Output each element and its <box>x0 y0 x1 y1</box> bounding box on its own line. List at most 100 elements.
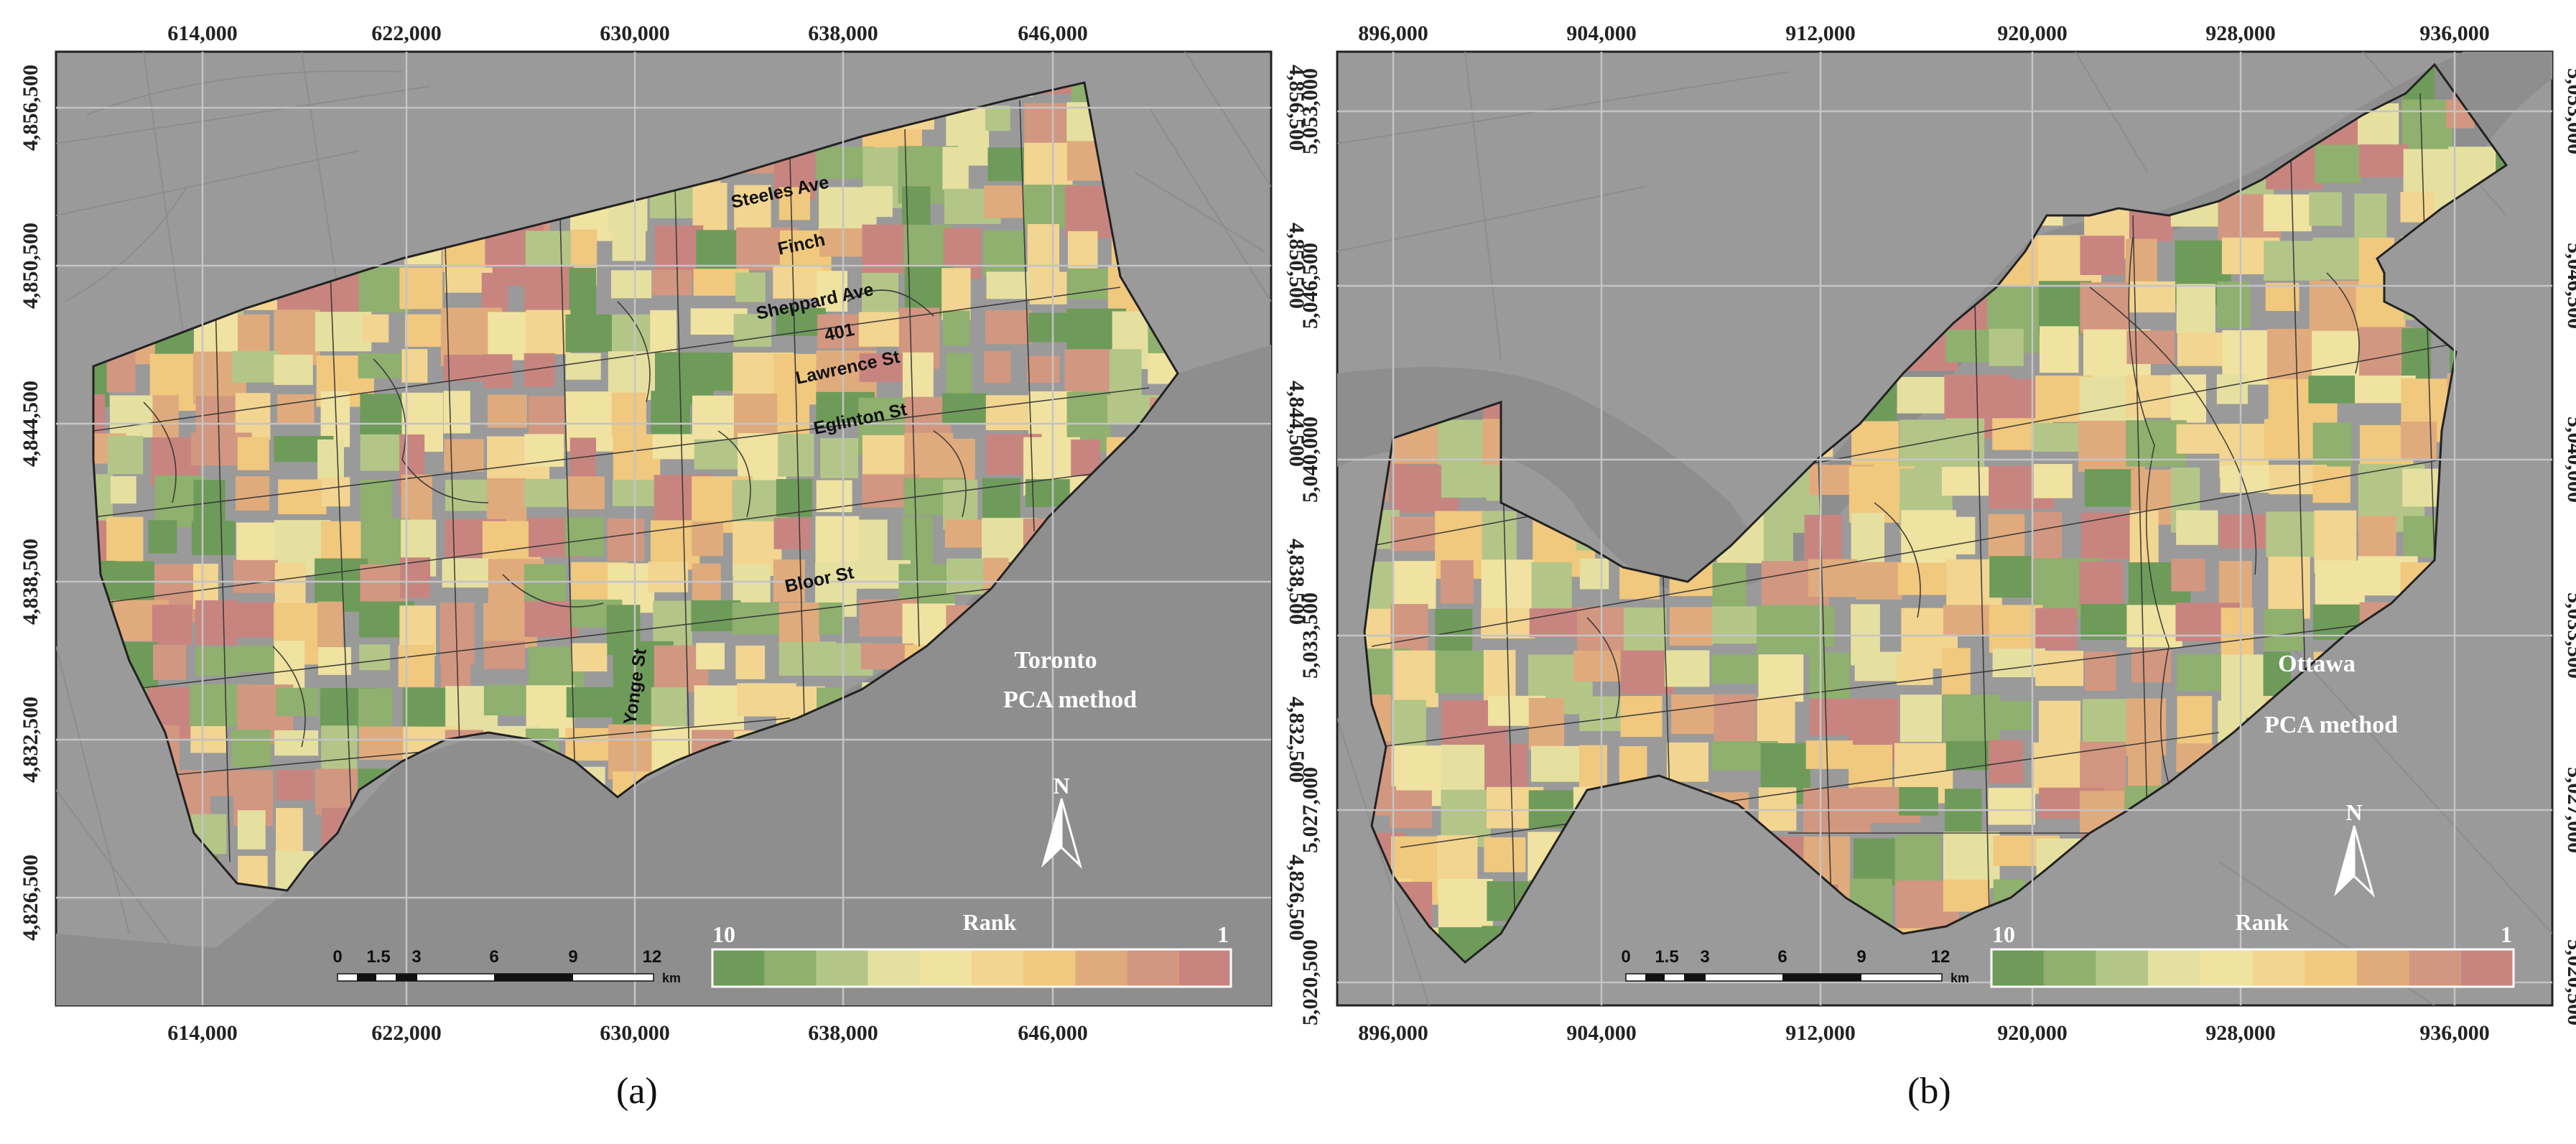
toronto-scale-label: 0 <box>333 947 342 967</box>
census-tract <box>902 352 934 406</box>
census-tract <box>2080 236 2125 275</box>
census-tract <box>1988 788 2035 825</box>
legend-swatch <box>919 949 972 987</box>
toronto-method-label: PCA method <box>1003 687 1137 713</box>
legend-swatch <box>2356 949 2410 987</box>
census-tract <box>651 687 687 732</box>
census-tract <box>148 520 177 554</box>
toronto-y-tick-left: 4,856,500 <box>19 65 42 151</box>
ottawa-scale-bar: 0 1.5 3 6 9 12 km <box>1621 947 1969 985</box>
census-tract <box>2035 608 2078 650</box>
census-tract <box>773 517 811 549</box>
toronto-x-tick-bottom: 638,000 <box>808 1021 878 1045</box>
census-tract <box>942 310 970 346</box>
census-tract <box>1579 558 1609 590</box>
ottawa-city-outline <box>1363 62 2508 964</box>
census-tract <box>1989 740 2024 783</box>
census-tract <box>1393 561 1436 609</box>
toronto-y-tick-left: 4,844,500 <box>19 381 42 467</box>
census-tract <box>773 559 805 603</box>
census-tract <box>735 645 766 679</box>
legend-swatch <box>816 949 869 987</box>
ottawa-legend-high: 10 <box>1992 921 2015 947</box>
ottawa-x-tick-top: 904,000 <box>1566 22 1637 45</box>
panel-ottawa: 896,000 904,000 912,000 920,000 928,000 … <box>1285 0 2576 1144</box>
ottawa-scale-label: 12 <box>1931 947 1950 967</box>
census-tract <box>360 564 408 605</box>
ottawa-scale-unit: km <box>1950 971 1969 985</box>
census-tract <box>2170 374 2206 423</box>
toronto-legend-high: 10 <box>712 921 735 947</box>
census-tract <box>2358 144 2408 177</box>
census-tract <box>236 476 270 511</box>
census-tract <box>2126 330 2175 364</box>
census-tract <box>696 643 725 670</box>
census-tract <box>691 353 735 391</box>
census-tract <box>276 394 315 424</box>
census-tract <box>2176 284 2215 334</box>
legend-swatch <box>1023 949 1076 987</box>
census-tract <box>982 478 1020 524</box>
census-tract <box>692 521 723 557</box>
census-tract <box>1441 560 1474 604</box>
census-tract <box>317 439 344 481</box>
census-tract <box>1028 312 1067 343</box>
census-tract <box>1023 142 1073 185</box>
toronto-y-tick-right: 4,826,500 <box>1285 855 1308 941</box>
census-tract <box>985 310 1033 345</box>
census-tract <box>862 272 898 313</box>
census-tract <box>2084 469 2134 507</box>
legend-swatch <box>972 949 1024 987</box>
census-tract <box>1530 745 1587 782</box>
toronto-x-tick-bottom: 614,000 <box>167 1021 238 1045</box>
ottawa-y-tick-right: 5,027,000 <box>2563 767 2576 853</box>
legend-swatch <box>2096 949 2149 987</box>
census-tract <box>733 314 772 347</box>
toronto-x-tick-top: 646,000 <box>1018 22 1088 45</box>
census-tract <box>1809 698 1854 736</box>
census-tract <box>778 187 811 220</box>
census-tract <box>1945 740 1989 771</box>
ottawa-x-tick-top: 936,000 <box>2419 22 2490 45</box>
toronto-legend: Rank 10 1 <box>711 909 1232 988</box>
census-tract <box>1483 650 1516 701</box>
toronto-north-letter: N <box>1053 773 1069 799</box>
toronto-map-svg: 614,000 622,000 630,000 638,000 646,000 … <box>19 22 1308 1045</box>
census-tract <box>237 810 266 850</box>
census-tract <box>985 395 1032 431</box>
census-tract <box>363 314 389 343</box>
ottawa-legend-title: Rank <box>2236 909 2289 935</box>
toronto-x-tick-top: 638,000 <box>808 22 878 45</box>
census-tract <box>2079 561 2124 607</box>
ottawa-y-tick-left: 5,040,000 <box>1298 417 1322 503</box>
ottawa-y-tick-left: 5,046,500 <box>1298 243 1322 329</box>
census-tract <box>399 557 431 598</box>
census-tract <box>360 394 408 440</box>
census-tract <box>233 559 278 593</box>
census-tract <box>398 645 435 687</box>
census-tract <box>1481 608 1535 638</box>
ottawa-y-tick-right: 5,020,500 <box>2563 939 2576 1026</box>
toronto-y-tick-left: 4,832,500 <box>19 697 42 783</box>
census-tract <box>1528 697 1564 750</box>
census-tract <box>2312 466 2351 503</box>
ottawa-scale-label: 1.5 <box>1655 947 1678 967</box>
legend-swatch <box>1178 949 1232 987</box>
census-tract <box>1665 650 1710 687</box>
toronto-x-tick-top: 630,000 <box>600 22 670 45</box>
census-tract <box>983 185 1026 218</box>
census-tract <box>1897 562 1956 595</box>
ottawa-tract-boundaries <box>1371 93 2450 934</box>
census-tract <box>237 437 269 470</box>
toronto-grid <box>56 52 1271 1005</box>
census-tract <box>231 729 271 768</box>
census-tract <box>2312 422 2352 473</box>
ottawa-y-tick-right: 5,033,500 <box>2563 592 2576 679</box>
census-tract <box>1623 607 1667 656</box>
census-tract <box>276 769 314 801</box>
ottawa-map-svg: 896,000 904,000 912,000 920,000 928,000 … <box>1298 22 2576 1045</box>
toronto-y-tick-right: 4,850,500 <box>1285 223 1308 309</box>
legend-swatch <box>712 949 765 987</box>
census-tract <box>442 558 498 588</box>
census-tract <box>1988 700 2032 730</box>
